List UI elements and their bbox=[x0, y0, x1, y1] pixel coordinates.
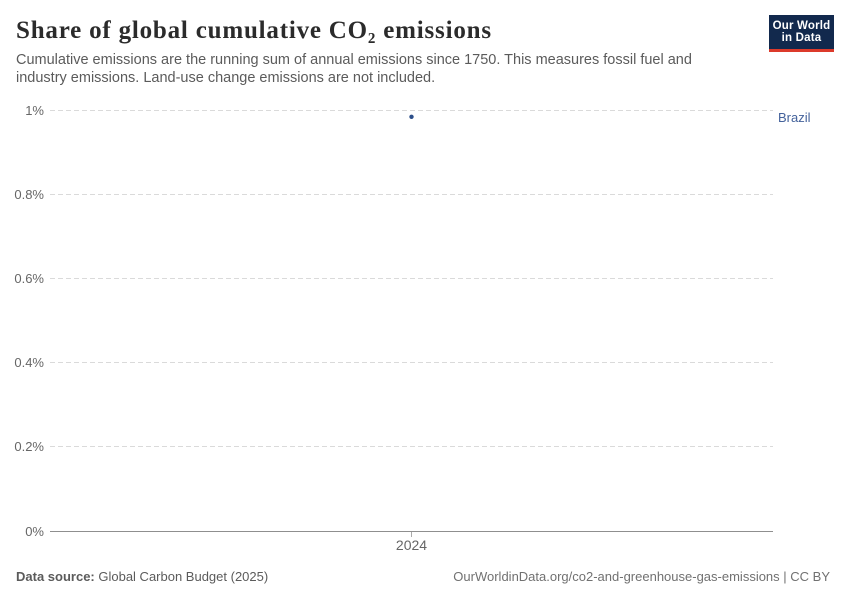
svg-text:0%: 0% bbox=[25, 524, 44, 539]
svg-text:1%: 1% bbox=[25, 103, 44, 118]
svg-text:0.6%: 0.6% bbox=[14, 271, 44, 286]
svg-text:0.2%: 0.2% bbox=[14, 439, 44, 454]
svg-text:0.4%: 0.4% bbox=[14, 355, 44, 370]
svg-text:0.8%: 0.8% bbox=[14, 187, 44, 202]
svg-text:2024: 2024 bbox=[396, 537, 427, 553]
